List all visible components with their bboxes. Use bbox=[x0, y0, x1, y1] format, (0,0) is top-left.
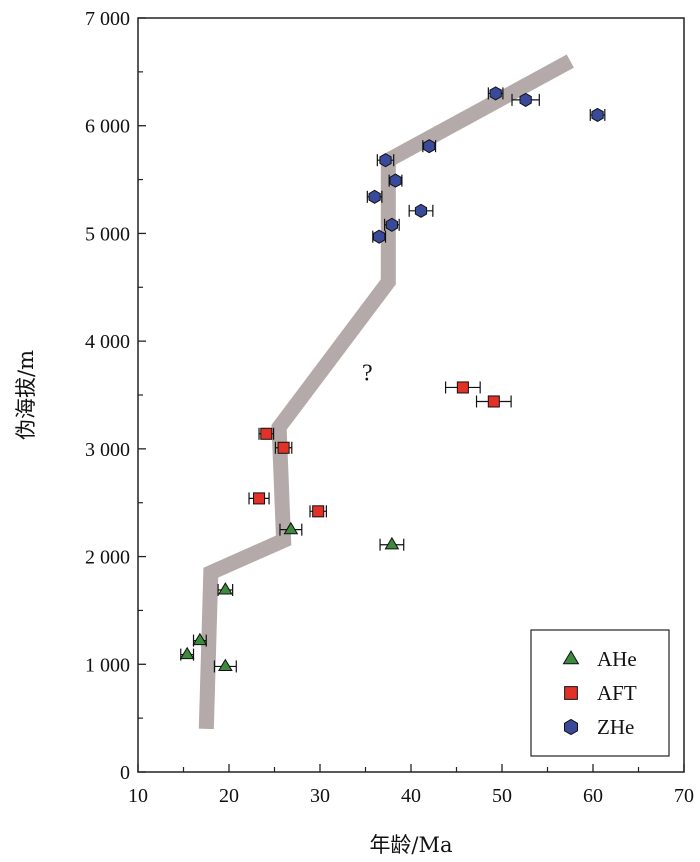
series-zhe bbox=[366, 86, 606, 244]
zhe-point bbox=[489, 86, 502, 101]
data-points bbox=[179, 86, 606, 673]
ahe-point bbox=[192, 632, 208, 646]
legend-label-aft: AFT bbox=[597, 681, 637, 705]
x-tick-label: 20 bbox=[219, 785, 239, 807]
aft-point bbox=[312, 505, 325, 518]
zhe-point bbox=[519, 92, 532, 107]
y-tick-label: 1 000 bbox=[85, 654, 130, 676]
y-tick-label: 7 000 bbox=[85, 8, 130, 30]
zhe-point bbox=[368, 189, 381, 204]
x-tick-label: 50 bbox=[492, 785, 512, 807]
zhe-point bbox=[389, 173, 402, 188]
legend-marker-ahe bbox=[562, 650, 580, 665]
legend-label-ahe: AHe bbox=[597, 647, 637, 671]
y-tick-label: 3 000 bbox=[85, 439, 130, 461]
aft-point bbox=[487, 395, 500, 408]
legend-marker-aft bbox=[564, 686, 578, 700]
ahe-point bbox=[179, 646, 195, 660]
question-annotation: ? bbox=[362, 360, 373, 386]
zhe-point bbox=[591, 107, 604, 122]
x-tick-label: 30 bbox=[310, 785, 330, 807]
y-tick-label: 4 000 bbox=[85, 331, 130, 353]
series-ahe bbox=[179, 521, 405, 673]
ahe-point bbox=[217, 658, 233, 672]
axes: 10 20 30 40 50 60 70 0 1 000 2 000 3 000 4 000 5 000… bbox=[85, 8, 694, 807]
y-tick-label: 5 000 bbox=[85, 223, 130, 245]
y-tick-label: 0 bbox=[120, 762, 130, 784]
zhe-point bbox=[414, 203, 428, 218]
x-tick-label: 40 bbox=[401, 785, 421, 807]
zhe-point bbox=[423, 139, 436, 154]
x-tick-label: 60 bbox=[583, 785, 603, 807]
y-axis-title: 伪海拔/m bbox=[14, 350, 38, 440]
zhe-point bbox=[373, 229, 386, 244]
legend-label-zhe: ZHe bbox=[597, 715, 634, 739]
series-aft bbox=[248, 381, 512, 518]
ahe-point bbox=[217, 582, 233, 595]
ahe-point bbox=[283, 521, 299, 535]
ahe-point bbox=[384, 536, 400, 550]
legend-marker-zhe bbox=[564, 718, 578, 736]
zhe-point bbox=[379, 153, 392, 168]
x-tick-label: 10 bbox=[128, 785, 148, 807]
x-axis-title: 年龄/Ma bbox=[369, 833, 452, 857]
aft-point bbox=[253, 492, 266, 505]
x-tick-label: 70 bbox=[674, 785, 694, 807]
aft-point bbox=[260, 427, 273, 440]
aft-point bbox=[456, 381, 469, 394]
legend-box bbox=[530, 629, 670, 757]
y-tick-label: 6 000 bbox=[85, 116, 130, 138]
y-tick-label: 2 000 bbox=[85, 547, 130, 569]
zhe-point bbox=[385, 217, 398, 232]
aft-point bbox=[277, 441, 290, 454]
legend: AHe AFT ZHe bbox=[530, 629, 670, 757]
